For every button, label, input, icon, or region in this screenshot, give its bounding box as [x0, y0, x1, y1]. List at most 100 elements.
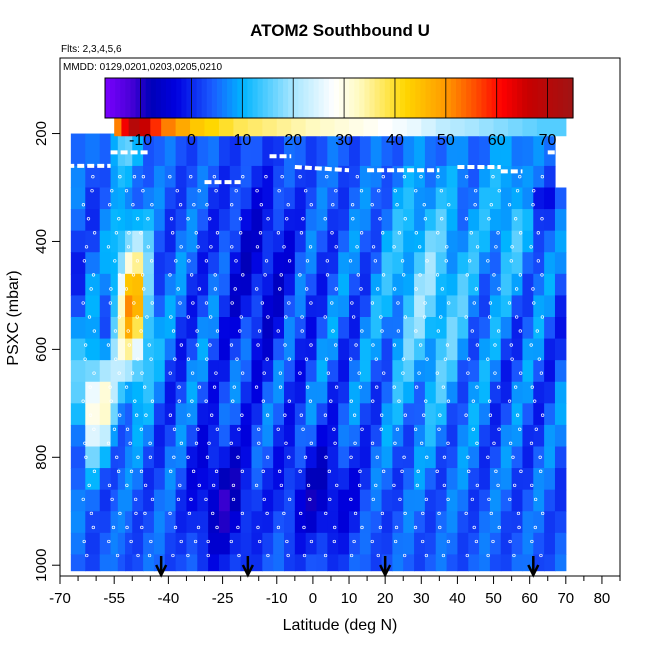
- sample-point: [331, 203, 335, 207]
- heatmap-cell: [424, 252, 437, 275]
- heatmap-cell: [208, 554, 220, 572]
- sample-point: [150, 301, 154, 305]
- sample-point: [393, 539, 398, 544]
- heatmap-cell: [468, 532, 480, 556]
- heatmap-cell: [392, 381, 404, 404]
- heatmap-cell: [132, 446, 144, 469]
- sample-point: [305, 287, 309, 291]
- sample-point: [518, 329, 522, 333]
- sample-point: [174, 259, 178, 263]
- sample-point: [196, 525, 201, 530]
- sample-point: [206, 539, 210, 544]
- heatmap-cell: [99, 489, 112, 512]
- heatmap-cell: [85, 424, 101, 448]
- heatmap-cell: [500, 252, 513, 275]
- heatmap-cell: [153, 165, 166, 189]
- heatmap-cell: [251, 273, 263, 297]
- sample-point: [285, 539, 289, 544]
- heatmap-cell: [284, 133, 296, 167]
- heatmap-cell: [143, 252, 155, 275]
- heatmap-cell: [110, 554, 119, 572]
- heatmap-cell: [273, 230, 285, 253]
- colorbar-segment: [400, 78, 406, 118]
- heatmap-cell: [284, 187, 296, 210]
- heatmap-cell: [403, 133, 415, 167]
- sample-point: [110, 189, 114, 193]
- heatmap-cell: [117, 360, 126, 383]
- sample-point: [424, 553, 429, 558]
- sample-point: [421, 511, 425, 516]
- heatmap-cell: [273, 532, 285, 556]
- heatmap-cell: [327, 317, 339, 340]
- heatmap-cell: [489, 273, 502, 297]
- heatmap-cell: [479, 209, 491, 232]
- sample-point: [350, 203, 355, 207]
- heatmap-cell: [338, 338, 350, 361]
- heatmap-cell: [117, 532, 126, 556]
- x-tick-label: 10: [341, 590, 358, 607]
- heatmap-cell: [85, 187, 101, 210]
- sample-point: [486, 357, 490, 361]
- sample-point: [437, 427, 441, 431]
- sample-point: [422, 203, 426, 207]
- colorbar-segment: [542, 78, 549, 118]
- heatmap-cell: [186, 381, 198, 404]
- heatmap-cell: [262, 230, 274, 253]
- colorbar-segment: [105, 78, 111, 118]
- heatmap-cell: [143, 554, 155, 572]
- sample-point: [423, 301, 427, 305]
- sample-point: [238, 217, 243, 221]
- heatmap-cell: [446, 381, 459, 404]
- heatmap-cell: [99, 252, 112, 275]
- heatmap-cell: [522, 252, 534, 275]
- sample-point: [141, 189, 145, 193]
- sample-point: [309, 539, 314, 544]
- heatmap-cell: [338, 360, 350, 383]
- sample-point: [493, 343, 497, 347]
- heatmap-cell: [554, 317, 567, 340]
- colorbar-segment: [140, 78, 147, 118]
- sample-point: [211, 483, 216, 488]
- heatmap-cell: [414, 511, 426, 534]
- heatmap-cell: [533, 468, 545, 491]
- sample-point: [414, 329, 418, 333]
- heatmap-cell: [208, 489, 220, 512]
- heatmap-cell: [294, 317, 307, 340]
- sample-point: [422, 315, 427, 319]
- heatmap-cell: [132, 532, 144, 556]
- heatmap-cell: [424, 209, 437, 232]
- flight-arrow-head: [379, 564, 392, 578]
- heatmap-cell: [85, 468, 101, 491]
- sample-point: [147, 343, 151, 347]
- sample-point: [360, 525, 364, 530]
- sample-point: [191, 301, 195, 305]
- heatmap-cell: [489, 165, 502, 189]
- sample-point: [360, 427, 364, 431]
- sample-point: [91, 525, 95, 530]
- heatmap-cell: [370, 489, 383, 512]
- heatmap-cell: [392, 230, 404, 253]
- sample-point: [474, 287, 479, 291]
- colorbar-segment: [196, 78, 203, 118]
- sample-point: [298, 469, 302, 473]
- sample-point: [287, 497, 292, 502]
- heatmap-cell: [338, 511, 350, 534]
- heatmap-cell: [218, 317, 231, 340]
- heatmap-cell: [457, 209, 469, 232]
- heatmap-cell: [370, 468, 383, 491]
- heatmap-cell: [197, 554, 209, 572]
- heatmap-cell: [457, 554, 469, 572]
- sample-point: [189, 175, 193, 179]
- heatmap-cell: [414, 133, 426, 167]
- heatmap-cell: [403, 511, 415, 534]
- sample-point: [209, 315, 213, 319]
- heatmap-cell: [197, 230, 209, 253]
- y-tick-label: 200: [33, 121, 50, 146]
- heatmap-cell: [143, 187, 155, 210]
- heatmap-cell: [175, 133, 188, 167]
- colorbar-segment: [318, 78, 325, 118]
- heatmap-cell: [392, 468, 404, 491]
- colorbar-segment: [252, 78, 259, 118]
- heatmap-cell: [446, 403, 459, 426]
- heatmap-cell: [153, 252, 166, 275]
